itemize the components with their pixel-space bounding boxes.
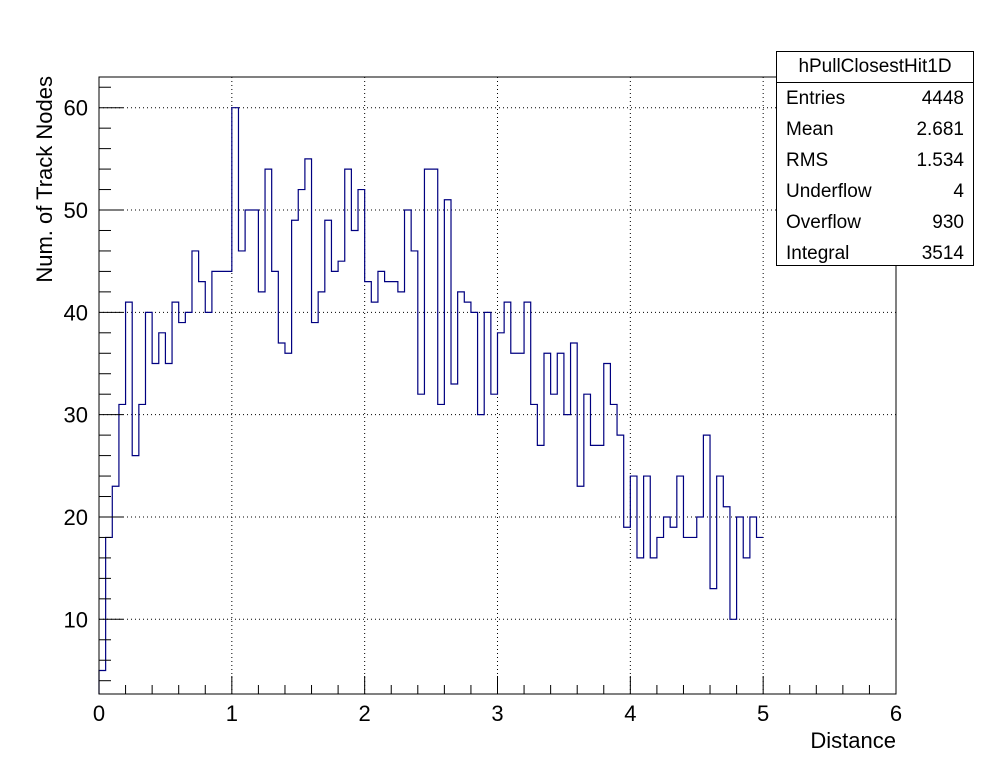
stats-value: 2.681	[916, 119, 964, 140]
axis-ticks	[98, 86, 897, 694]
stats-value: 930	[932, 212, 964, 233]
x-tick-label: 5	[757, 701, 769, 726]
stats-label: Entries	[786, 88, 846, 109]
stats-row-overflow: Overflow 930	[777, 207, 973, 238]
x-tick-labels: 0 1 2 3 4 5 6	[93, 701, 902, 726]
stats-value: 4	[953, 181, 964, 202]
x-tick-label: 2	[359, 701, 371, 726]
y-tick-label: 10	[64, 607, 88, 632]
stats-title: hPullClosestHit1D	[777, 52, 973, 83]
y-tick-label: 40	[64, 300, 88, 325]
stats-value: 1.534	[916, 150, 964, 171]
stats-label: Underflow	[786, 181, 872, 202]
stats-label: Overflow	[786, 212, 861, 233]
x-axis-title: Distance	[810, 728, 896, 753]
y-tick-label: 60	[64, 96, 88, 121]
x-tick-label: 3	[491, 701, 503, 726]
stats-label: RMS	[786, 150, 829, 171]
x-tick-label: 4	[624, 701, 636, 726]
stats-label: Mean	[786, 119, 834, 140]
stats-row-underflow: Underflow 4	[777, 176, 973, 207]
y-tick-label: 20	[64, 505, 88, 530]
y-tick-label: 30	[64, 403, 88, 428]
x-tick-label: 0	[93, 701, 105, 726]
stats-row-integral: Integral 3514	[777, 238, 973, 269]
stats-value: 4448	[921, 88, 964, 109]
y-tick-label: 50	[64, 198, 88, 223]
stats-label: Integral	[786, 243, 850, 264]
x-tick-label: 6	[890, 701, 902, 726]
y-axis-title: Num. of Track Nodes	[32, 76, 57, 283]
stats-value: 3514	[921, 243, 964, 264]
stats-box: hPullClosestHit1D Entries 4448 Mean 2.68…	[776, 51, 974, 266]
stats-row-mean: Mean 2.681	[777, 114, 973, 145]
stats-row-entries: Entries 4448	[777, 83, 973, 114]
y-tick-labels: 10 20 30 40 50 60	[64, 96, 88, 633]
stats-row-rms: RMS 1.534	[777, 145, 973, 176]
x-tick-label: 1	[226, 701, 238, 726]
histogram-line	[98, 107, 764, 694]
